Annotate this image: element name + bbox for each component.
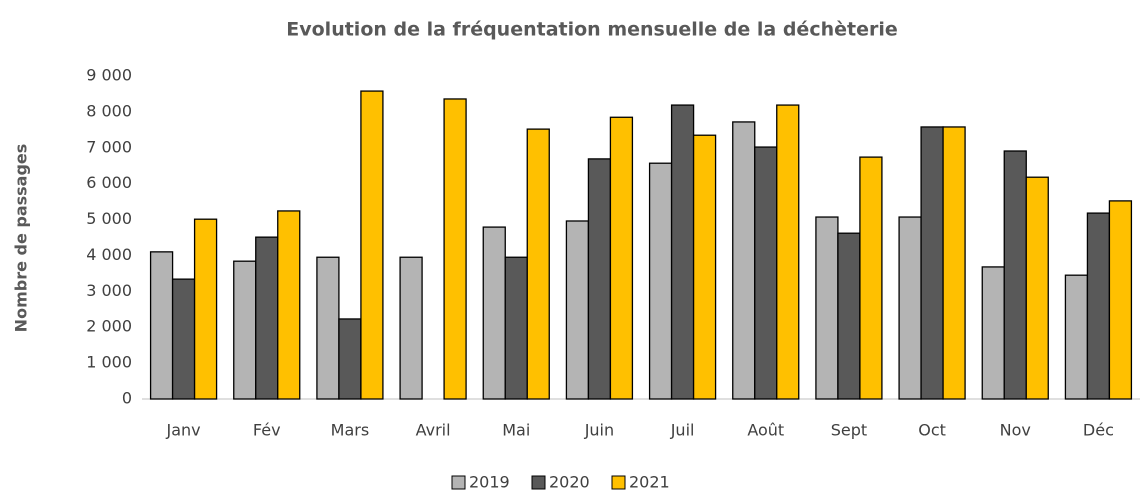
bar bbox=[399, 256, 423, 400]
bar bbox=[692, 134, 717, 400]
x-tick-label: Avril bbox=[416, 421, 451, 440]
y-tick-label: 6 000 bbox=[86, 173, 132, 192]
legend-label: 2019 bbox=[469, 473, 510, 492]
bar bbox=[338, 318, 362, 400]
y-axis-label: Nombre de passages bbox=[12, 144, 31, 333]
bar bbox=[1064, 274, 1089, 400]
bar bbox=[277, 210, 301, 400]
legend-swatch bbox=[611, 475, 626, 490]
bar bbox=[587, 158, 612, 400]
x-tick-label: Mars bbox=[331, 421, 370, 440]
y-tick-label: 1 000 bbox=[86, 353, 132, 372]
bar bbox=[942, 126, 966, 400]
bar bbox=[526, 128, 550, 400]
x-tick-label: Déc bbox=[1083, 421, 1114, 440]
x-tick-label: Août bbox=[747, 421, 784, 440]
bar bbox=[482, 226, 506, 400]
bar bbox=[648, 162, 673, 400]
bar bbox=[670, 104, 695, 400]
chart-title: Evolution de la fréquentation mensuelle … bbox=[286, 19, 897, 41]
bar bbox=[981, 266, 1005, 400]
bar bbox=[1108, 200, 1133, 400]
x-tick-label: Juil bbox=[670, 421, 695, 440]
y-tick-label: 9 000 bbox=[86, 66, 132, 85]
bar bbox=[609, 116, 634, 400]
x-tick-label: Nov bbox=[1000, 421, 1031, 440]
bar bbox=[898, 216, 922, 400]
legend-label: 2020 bbox=[549, 473, 590, 492]
x-tick-label: Mai bbox=[502, 421, 530, 440]
y-tick-label: 7 000 bbox=[86, 137, 132, 156]
bar bbox=[504, 256, 528, 400]
x-tick-label: Janv bbox=[166, 421, 201, 440]
legend-swatch bbox=[451, 475, 466, 490]
y-tick-label: 4 000 bbox=[86, 245, 132, 264]
bar bbox=[316, 256, 340, 400]
bar bbox=[815, 216, 839, 400]
y-tick-label: 0 bbox=[122, 389, 132, 408]
bar bbox=[255, 236, 279, 400]
y-tick-label: 2 000 bbox=[86, 317, 132, 336]
bar bbox=[443, 98, 467, 400]
bar bbox=[149, 251, 174, 400]
bar bbox=[1025, 176, 1049, 400]
bar bbox=[837, 232, 861, 400]
bar bbox=[565, 220, 590, 400]
legend-label: 2021 bbox=[629, 473, 670, 492]
bar bbox=[754, 146, 778, 400]
bar bbox=[1003, 150, 1027, 400]
bar bbox=[920, 126, 944, 400]
x-tick-label: Oct bbox=[918, 421, 946, 440]
bar bbox=[1086, 212, 1111, 400]
bar bbox=[360, 90, 384, 400]
bar bbox=[776, 104, 800, 400]
bar bbox=[233, 260, 257, 400]
y-tick-label: 5 000 bbox=[86, 209, 132, 228]
x-tick-label: Juin bbox=[584, 421, 614, 440]
x-tick-label: Fév bbox=[253, 421, 281, 440]
legend-swatch bbox=[531, 475, 546, 490]
bar bbox=[859, 156, 883, 400]
x-tick-label: Sept bbox=[831, 421, 867, 440]
y-tick-label: 8 000 bbox=[86, 101, 132, 120]
bar bbox=[171, 278, 196, 400]
bar bbox=[732, 121, 756, 400]
y-tick-label: 3 000 bbox=[86, 281, 132, 300]
bar bbox=[193, 218, 218, 400]
